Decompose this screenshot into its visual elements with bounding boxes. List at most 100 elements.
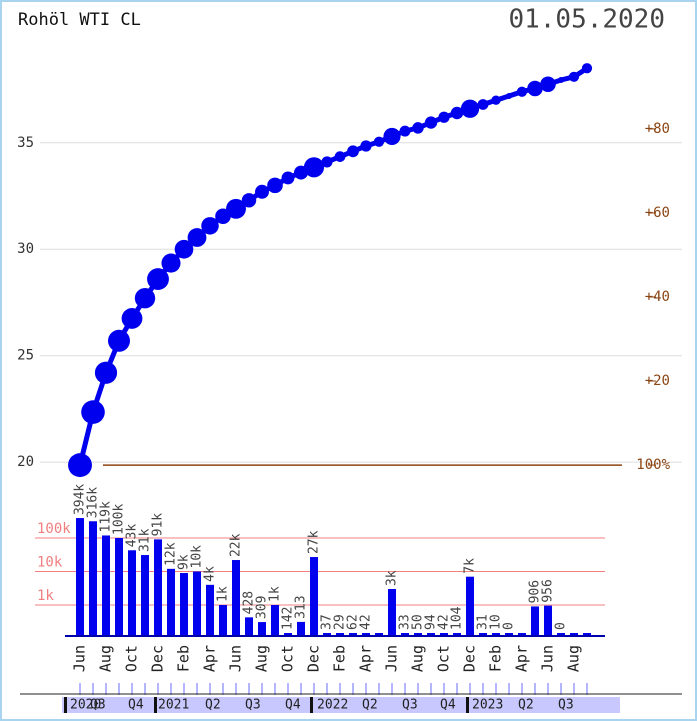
x-tick-label: Jun	[71, 645, 89, 672]
volume-label: 43k	[125, 524, 140, 548]
period-label: 2022	[317, 698, 348, 713]
y2-tick-label: +40	[645, 289, 670, 305]
volume-bar	[375, 633, 383, 636]
x-tick-label: Dec	[305, 645, 323, 672]
volume-bar	[206, 584, 214, 636]
volume-bar	[115, 538, 123, 636]
price-dot	[477, 99, 489, 110]
volume-bar	[453, 633, 461, 636]
volume-bar	[492, 633, 500, 636]
period-label: 2020	[70, 698, 101, 713]
volume-bar	[349, 633, 357, 636]
x-tick-label: Oct	[279, 645, 297, 672]
price-dot	[107, 329, 130, 352]
volume-bar	[466, 576, 474, 636]
volume-bar	[180, 573, 188, 636]
period-label: Q2	[518, 698, 534, 713]
price-dot	[527, 80, 543, 97]
volume-bar	[232, 560, 240, 636]
volume-bar	[531, 606, 539, 636]
volume-label: 1k	[216, 586, 231, 602]
price-dot	[321, 156, 333, 168]
volume-bar	[583, 633, 591, 636]
volume-bar	[76, 518, 84, 636]
volume-label: 42	[359, 614, 374, 630]
volume-bar	[414, 633, 422, 636]
price-dot	[174, 239, 194, 259]
price-dot	[516, 86, 528, 97]
volume-label: 0	[502, 622, 517, 630]
volume-label: 10	[489, 614, 504, 630]
volume-bar	[102, 535, 110, 636]
volume-bar	[401, 633, 409, 636]
volume-bar	[245, 617, 253, 636]
period-label: Q4	[440, 698, 456, 713]
volume-label: 4k	[203, 566, 218, 582]
volume-bar	[388, 589, 396, 636]
price-dot	[187, 228, 207, 247]
price-dot	[226, 198, 246, 219]
period-label: Q3	[90, 698, 106, 713]
volume-label: 91k	[151, 513, 166, 537]
price-dot	[506, 92, 512, 99]
volume-bar	[258, 622, 266, 636]
period-label: Q4	[128, 698, 144, 713]
x-tick-label: Apr	[357, 645, 375, 672]
price-dot	[581, 63, 593, 74]
volume-tick-label: 10k	[37, 555, 63, 571]
period-label: 2021	[158, 698, 189, 713]
price-dot	[94, 361, 118, 384]
volume-label: 7k	[463, 558, 478, 574]
volume-bar	[297, 621, 305, 636]
volume-label: 394k	[73, 484, 88, 515]
volume-bar	[479, 633, 487, 636]
volume-label: 142	[281, 607, 296, 630]
price-dot	[255, 184, 269, 199]
price-dot	[424, 116, 438, 129]
price-dot	[360, 140, 372, 152]
price-dot	[399, 125, 411, 137]
period-label: Q3	[402, 698, 418, 713]
price-dot	[568, 71, 580, 82]
volume-bar	[310, 557, 318, 636]
year-marker	[466, 697, 469, 713]
volume-bar	[336, 633, 344, 636]
volume-label: 316k	[86, 487, 101, 518]
volume-label: 100k	[112, 504, 127, 535]
volume-label: 9k	[177, 554, 192, 570]
x-tick-label: Jun	[539, 645, 557, 672]
volume-bar	[167, 568, 175, 636]
period-label: Q4	[285, 698, 301, 713]
price-dot	[334, 151, 346, 163]
y-tick-label: 30	[17, 241, 34, 257]
volume-tick-label: 100k	[37, 521, 71, 537]
price-dot	[540, 76, 556, 93]
volume-bar	[193, 571, 201, 636]
x-tick-label: Oct	[435, 645, 453, 672]
volume-label: 33	[398, 614, 413, 630]
x-tick-label: Jun	[227, 645, 245, 672]
volume-label: 29	[333, 614, 348, 630]
y2-tick-label: +80	[645, 121, 670, 137]
volume-label: 10k	[190, 545, 205, 569]
year-marker	[154, 697, 157, 713]
volume-bar	[362, 633, 370, 636]
volume-bar	[570, 633, 578, 636]
volume-label: 428	[242, 591, 257, 614]
price-dot	[438, 111, 450, 123]
volume-label: 956	[541, 579, 556, 602]
price-dot	[491, 95, 501, 105]
volume-label: 313	[294, 595, 309, 618]
price-dot	[134, 288, 156, 309]
volume-bar	[284, 633, 292, 636]
x-tick-label: Jun	[383, 645, 401, 672]
volume-bar	[427, 633, 435, 636]
volume-label: 309	[255, 596, 270, 619]
period-label: Q2	[362, 698, 378, 713]
volume-bar	[557, 633, 565, 636]
volume-bar	[518, 633, 526, 636]
period-label: 2023	[472, 698, 503, 713]
price-dot	[68, 453, 92, 478]
y2-tick-label: +60	[645, 205, 670, 221]
